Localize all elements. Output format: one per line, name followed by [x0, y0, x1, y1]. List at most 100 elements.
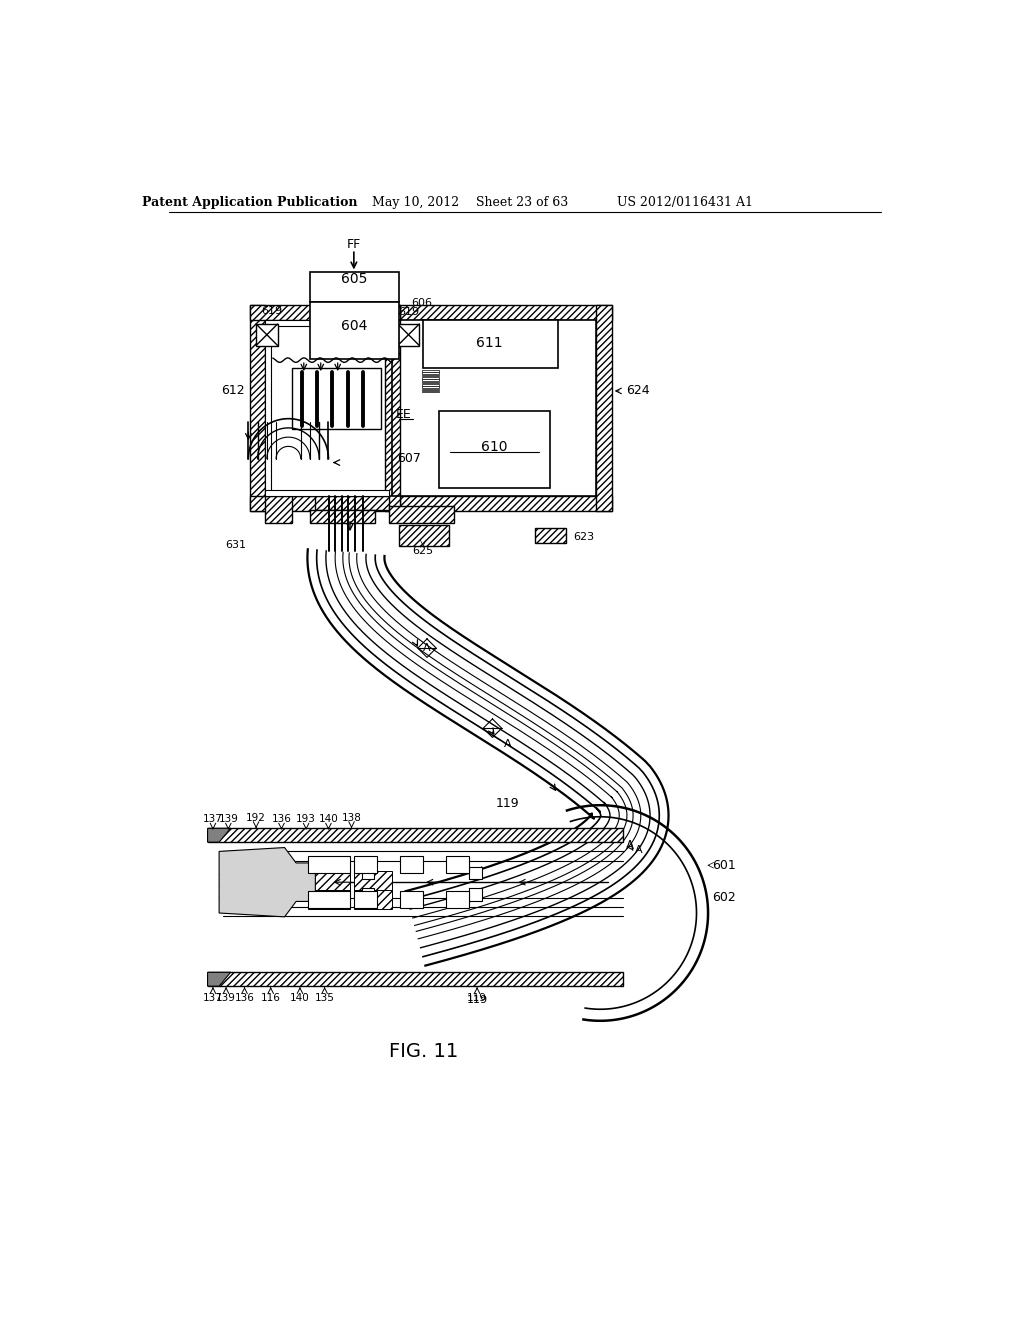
Bar — [307, 871, 350, 890]
Bar — [422, 391, 438, 392]
Bar — [596, 305, 611, 511]
Bar — [307, 855, 350, 873]
Text: 619: 619 — [398, 308, 420, 317]
Text: 605: 605 — [341, 272, 367, 286]
Bar — [469, 867, 481, 879]
Text: 612: 612 — [221, 384, 245, 397]
Bar — [422, 375, 438, 376]
Bar — [354, 855, 377, 873]
Text: 140: 140 — [290, 993, 310, 1003]
Text: 137: 137 — [203, 993, 223, 1003]
Text: 624: 624 — [627, 384, 650, 397]
Bar — [438, 411, 550, 488]
Text: 135: 135 — [314, 993, 335, 1003]
Bar — [422, 370, 438, 372]
Bar — [361, 867, 374, 879]
Bar — [250, 305, 265, 511]
Bar — [400, 855, 423, 873]
Bar — [392, 321, 596, 496]
Polygon shape — [567, 805, 708, 1020]
Polygon shape — [307, 549, 601, 900]
Bar — [265, 321, 388, 326]
Bar — [315, 496, 388, 510]
Bar — [397, 323, 419, 346]
Text: A: A — [635, 845, 643, 855]
Bar — [250, 305, 400, 321]
Text: A: A — [626, 838, 634, 851]
Text: A: A — [423, 643, 431, 653]
Text: 192: 192 — [246, 813, 266, 822]
Bar — [265, 321, 271, 496]
Text: 138: 138 — [342, 813, 361, 822]
Bar — [446, 891, 469, 908]
Bar — [250, 496, 400, 511]
Bar — [535, 528, 565, 544]
Bar — [392, 305, 611, 321]
Text: 610: 610 — [480, 440, 507, 454]
Text: A: A — [504, 739, 512, 748]
Text: 606: 606 — [411, 298, 432, 308]
Text: 611: 611 — [476, 337, 503, 350]
Bar — [256, 323, 278, 346]
Bar — [361, 888, 374, 900]
Bar — [422, 379, 438, 381]
Polygon shape — [375, 556, 669, 966]
Bar — [422, 384, 438, 385]
Bar — [446, 855, 469, 873]
Bar — [423, 321, 558, 368]
Text: 119: 119 — [467, 995, 487, 1005]
Text: 136: 136 — [271, 814, 292, 824]
Bar — [310, 272, 398, 302]
Text: EE: EE — [396, 408, 412, 421]
Polygon shape — [219, 847, 315, 917]
Bar — [469, 888, 481, 900]
Text: 601: 601 — [712, 859, 735, 871]
Text: 625: 625 — [413, 546, 434, 556]
Bar — [354, 871, 392, 890]
Bar — [354, 891, 377, 908]
Bar — [392, 321, 596, 496]
Text: FF: FF — [347, 238, 361, 251]
Text: 119: 119 — [496, 797, 519, 810]
Bar — [422, 372, 438, 374]
Text: 119: 119 — [467, 993, 487, 1003]
Bar — [422, 388, 438, 391]
Text: 619: 619 — [261, 306, 282, 315]
Text: 607: 607 — [397, 453, 421, 465]
Text: 137: 137 — [203, 814, 223, 824]
Text: US 2012/0116431 A1: US 2012/0116431 A1 — [616, 195, 753, 209]
Text: May 10, 2012: May 10, 2012 — [372, 195, 459, 209]
Text: 136: 136 — [234, 993, 254, 1003]
Bar — [400, 891, 423, 908]
Text: Sheet 23 of 63: Sheet 23 of 63 — [475, 195, 568, 209]
Bar — [265, 490, 388, 495]
Text: Patent Application Publication: Patent Application Publication — [142, 195, 357, 209]
Text: 623: 623 — [573, 532, 595, 543]
Text: 139: 139 — [216, 993, 236, 1003]
Bar — [392, 496, 611, 511]
Text: 602: 602 — [712, 891, 735, 904]
Text: 139: 139 — [218, 814, 239, 824]
Bar — [422, 387, 438, 388]
Text: FIG. 11: FIG. 11 — [388, 1041, 458, 1061]
Text: 631: 631 — [225, 540, 246, 550]
Bar — [292, 368, 381, 429]
Bar — [388, 507, 454, 524]
Bar — [208, 829, 624, 842]
Bar — [422, 381, 438, 383]
Bar — [208, 973, 624, 986]
Text: 604: 604 — [341, 319, 367, 333]
Polygon shape — [208, 973, 230, 986]
Text: 116: 116 — [261, 993, 281, 1003]
Text: 140: 140 — [318, 814, 338, 824]
Bar — [354, 890, 392, 909]
Bar — [265, 496, 292, 523]
Bar — [307, 891, 350, 908]
Text: 193: 193 — [296, 814, 316, 824]
Bar — [398, 525, 449, 546]
Bar — [422, 378, 438, 379]
Bar — [385, 305, 400, 511]
Bar — [307, 890, 350, 909]
Polygon shape — [208, 829, 230, 842]
Bar — [310, 510, 376, 523]
